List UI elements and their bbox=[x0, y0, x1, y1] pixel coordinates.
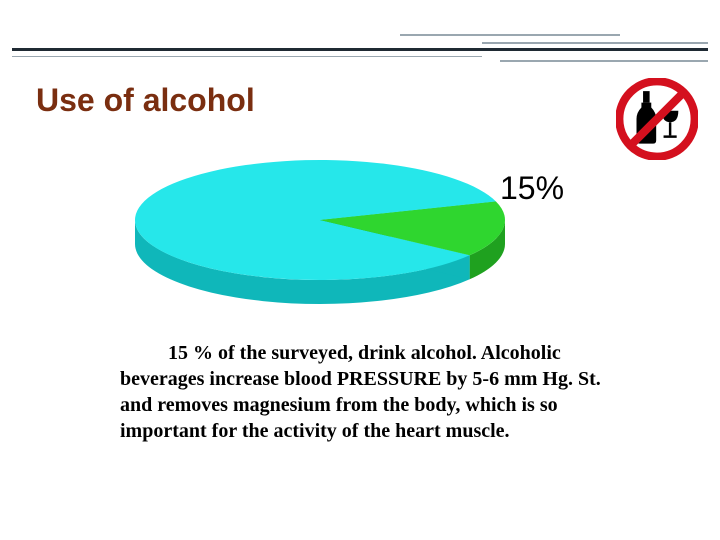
rule-light bbox=[482, 42, 708, 44]
rule-light bbox=[12, 56, 482, 57]
rule-dark bbox=[12, 48, 708, 51]
rule-light bbox=[400, 34, 620, 36]
page-title: Use of alcohol bbox=[36, 82, 255, 119]
header-decoration bbox=[0, 0, 720, 70]
pie-slice-label: 15% bbox=[500, 170, 564, 207]
no-alcohol-icon bbox=[616, 78, 698, 160]
pie-chart: 15% bbox=[120, 150, 600, 320]
slide: Use of alcohol 15% 15 % of the surveyed,… bbox=[0, 0, 720, 540]
rule-light bbox=[500, 60, 708, 62]
body-text-content: 15 % of the surveyed, drink alcohol. Alc… bbox=[120, 342, 601, 442]
body-paragraph: 15 % of the surveyed, drink alcohol. Alc… bbox=[120, 340, 620, 444]
